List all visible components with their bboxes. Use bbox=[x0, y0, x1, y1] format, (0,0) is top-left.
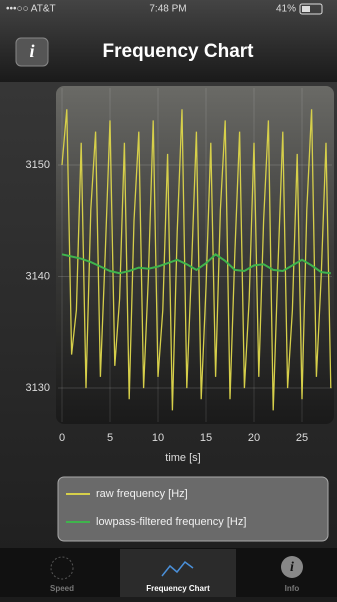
battery-fill bbox=[302, 6, 310, 12]
x-axis-label: time [s] bbox=[165, 452, 200, 464]
x-tick-label: 5 bbox=[107, 432, 113, 444]
x-tick-label: 25 bbox=[296, 432, 308, 444]
x-tick-label: 10 bbox=[152, 432, 164, 444]
clock: 7:48 PM bbox=[149, 4, 186, 15]
carrier: •••○○ AT&T bbox=[6, 4, 56, 15]
info-glyph: i bbox=[29, 41, 34, 61]
tab-label[interactable]: Speed bbox=[50, 584, 74, 593]
x-tick-label: 15 bbox=[200, 432, 212, 444]
screen: •••○○ AT&T 7:48 PM 41% i Frequency Chart… bbox=[0, 0, 337, 597]
battery-level: 41% bbox=[276, 4, 296, 15]
x-tick-label: 0 bbox=[59, 432, 65, 444]
legend-label: lowpass-filtered frequency [Hz] bbox=[96, 516, 246, 528]
info-icon-glyph: i bbox=[290, 560, 294, 575]
legend-label: raw frequency [Hz] bbox=[96, 488, 188, 500]
legend bbox=[58, 477, 328, 541]
tab-label[interactable]: Info bbox=[285, 584, 300, 593]
x-tick-label: 20 bbox=[248, 432, 260, 444]
y-tick-label: 3150 bbox=[26, 159, 50, 171]
y-tick-label: 3130 bbox=[26, 382, 50, 394]
page: •••○○ AT&T 7:48 PM 41% i Frequency Chart… bbox=[0, 0, 337, 597]
tab-label[interactable]: Frequency Chart bbox=[146, 584, 210, 593]
nav-title: Frequency Chart bbox=[103, 41, 255, 62]
y-tick-label: 3140 bbox=[26, 270, 50, 282]
